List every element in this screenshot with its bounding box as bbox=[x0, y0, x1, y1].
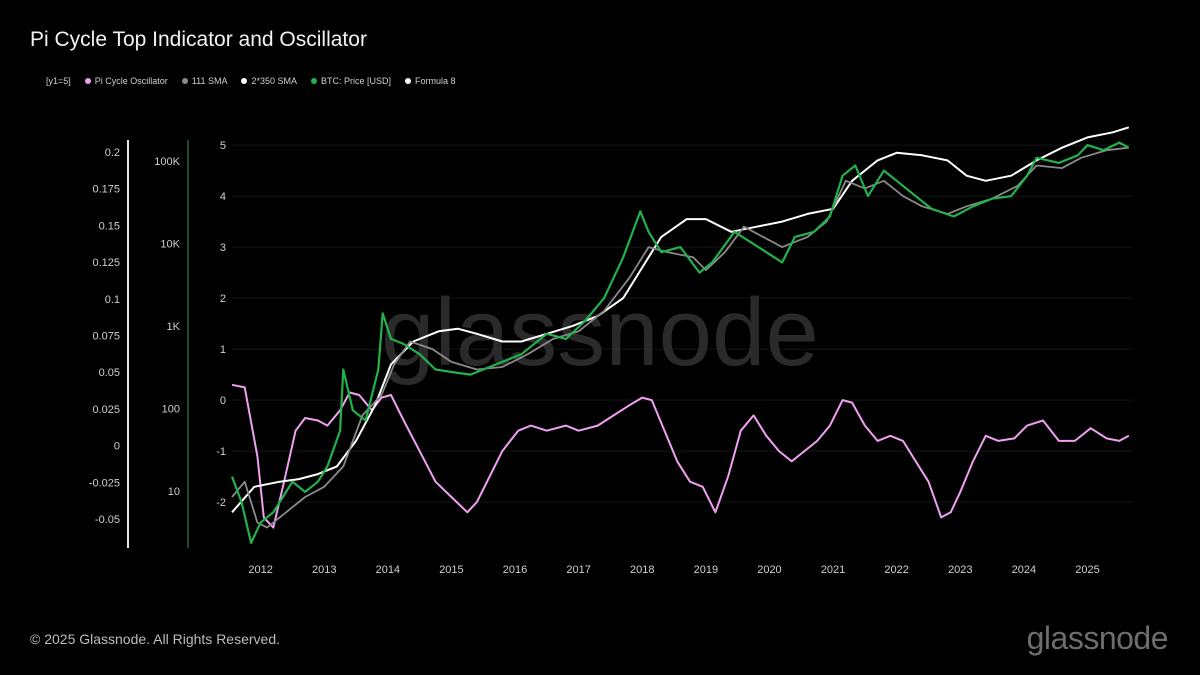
x-tick-label: 2024 bbox=[1012, 564, 1036, 576]
price-tick-label: 10K bbox=[160, 239, 180, 251]
oscillator-tick-label: 0.075 bbox=[92, 331, 120, 343]
gridlines bbox=[232, 144, 1132, 503]
legend-label: BTC: Price [USD] bbox=[321, 76, 392, 86]
watermark: glassnode bbox=[381, 279, 819, 386]
price-tick-label: 100 bbox=[162, 404, 180, 416]
legend-dot-icon bbox=[84, 78, 91, 84]
formula8-tick-label: 2 bbox=[220, 293, 226, 305]
oscillator-tick-label: 0.2 bbox=[105, 147, 120, 159]
formula8-tick-label: 3 bbox=[220, 242, 226, 254]
oscillator-tick-label: 0.15 bbox=[99, 220, 120, 232]
series-btc-price-usd bbox=[230, 141, 1130, 544]
oscillator-tick-label: 0.125 bbox=[92, 257, 120, 269]
legend-label: Pi Cycle Oscillator bbox=[94, 76, 168, 86]
formula8-tick-label: 5 bbox=[220, 140, 226, 152]
legend-dot-icon bbox=[311, 78, 318, 84]
x-tick-label: 2018 bbox=[630, 564, 654, 576]
legend-item-btc-price[interactable]: BTC: Price [USD] bbox=[311, 76, 391, 86]
legend-dot-icon bbox=[181, 78, 188, 84]
legend-item-111-sma[interactable]: 111 SMA bbox=[181, 76, 228, 86]
legend-item-pi-cycle-oscillator[interactable]: Pi Cycle Oscillator bbox=[84, 76, 168, 86]
oscillator-tick-label: -0.025 bbox=[89, 477, 120, 489]
legend-label: Formula 8 bbox=[415, 76, 456, 86]
legend-dot-icon bbox=[241, 78, 248, 84]
x-tick-label: 2017 bbox=[566, 564, 590, 576]
chart-title: Pi Cycle Top Indicator and Oscillator bbox=[30, 28, 367, 51]
oscillator-axis: 0.2 0.175 0.15 0.125 0.1 0.075 0.05 0.025 0 -0.02… bbox=[89, 147, 120, 526]
series-111-sma bbox=[231, 146, 1129, 529]
x-tick-label: 2020 bbox=[757, 564, 781, 576]
oscillator-tick-label: 0.1 bbox=[105, 294, 120, 306]
oscillator-tick-label: -0.05 bbox=[95, 514, 120, 526]
x-tick-label: 2023 bbox=[948, 564, 972, 576]
formula8-tick-label: 1 bbox=[220, 344, 226, 356]
legend-label: 2*350 SMA bbox=[251, 76, 298, 86]
price-tick-label: 10 bbox=[168, 486, 180, 498]
oscillator-tick-label: 0 bbox=[114, 441, 120, 453]
formula8-tick-label: 4 bbox=[220, 191, 226, 203]
formula8-axis: 5 4 3 2 1 0 -1 -2 bbox=[216, 140, 226, 509]
x-axis: 2012 2013 2014 2015 2016 2017 2018 2019 2020 2021… bbox=[248, 564, 1099, 576]
x-tick-label: 2013 bbox=[312, 564, 336, 576]
legend: [y1=5] Pi Cycle Oscillator 111 SMA 2*350… bbox=[46, 76, 456, 86]
series-layer bbox=[230, 126, 1130, 544]
copyright: © 2025 Glassnode. All Rights Reserved. bbox=[30, 631, 281, 647]
x-tick-label: 2021 bbox=[821, 564, 845, 576]
legend-item-formula-8[interactable]: Formula 8 bbox=[405, 76, 456, 86]
chart-area[interactable]: glassnode 0.20.1750.150.1250.10.0750.050… bbox=[0, 0, 1200, 600]
brand-logo: glassnode bbox=[1026, 620, 1169, 656]
series-pi-cycle-oscillator bbox=[231, 383, 1130, 529]
x-tick-label: 2019 bbox=[694, 564, 718, 576]
x-tick-label: 2016 bbox=[503, 564, 527, 576]
oscillator-tick-label: 0.175 bbox=[92, 184, 120, 196]
legend-item-2x350-sma[interactable]: 2*350 SMA bbox=[241, 76, 297, 86]
formula8-tick-label: 0 bbox=[220, 395, 226, 407]
oscillator-tick-label: 0.025 bbox=[92, 404, 120, 416]
price-axis: 100K 10K 1K 100 10 bbox=[154, 156, 180, 498]
oscillator-tick-label: 0.05 bbox=[99, 367, 120, 379]
price-tick-label: 1K bbox=[167, 321, 181, 333]
x-tick-label: 2012 bbox=[248, 564, 272, 576]
x-tick-label: 2015 bbox=[439, 564, 463, 576]
x-tick-label: 2014 bbox=[376, 564, 400, 576]
legend-dot-icon bbox=[405, 78, 412, 84]
x-tick-label: 2022 bbox=[884, 564, 908, 576]
legend-item-axis-note[interactable]: [y1=5] bbox=[46, 76, 71, 86]
legend-label: [y1=5] bbox=[46, 76, 71, 86]
x-tick-label: 2025 bbox=[1075, 564, 1099, 576]
series-2-350-sma bbox=[231, 126, 1130, 513]
legend-label: 111 SMA bbox=[191, 76, 228, 86]
formula8-tick-label: -2 bbox=[216, 497, 226, 509]
price-tick-label: 100K bbox=[154, 156, 180, 168]
formula8-tick-label: -1 bbox=[216, 446, 226, 458]
